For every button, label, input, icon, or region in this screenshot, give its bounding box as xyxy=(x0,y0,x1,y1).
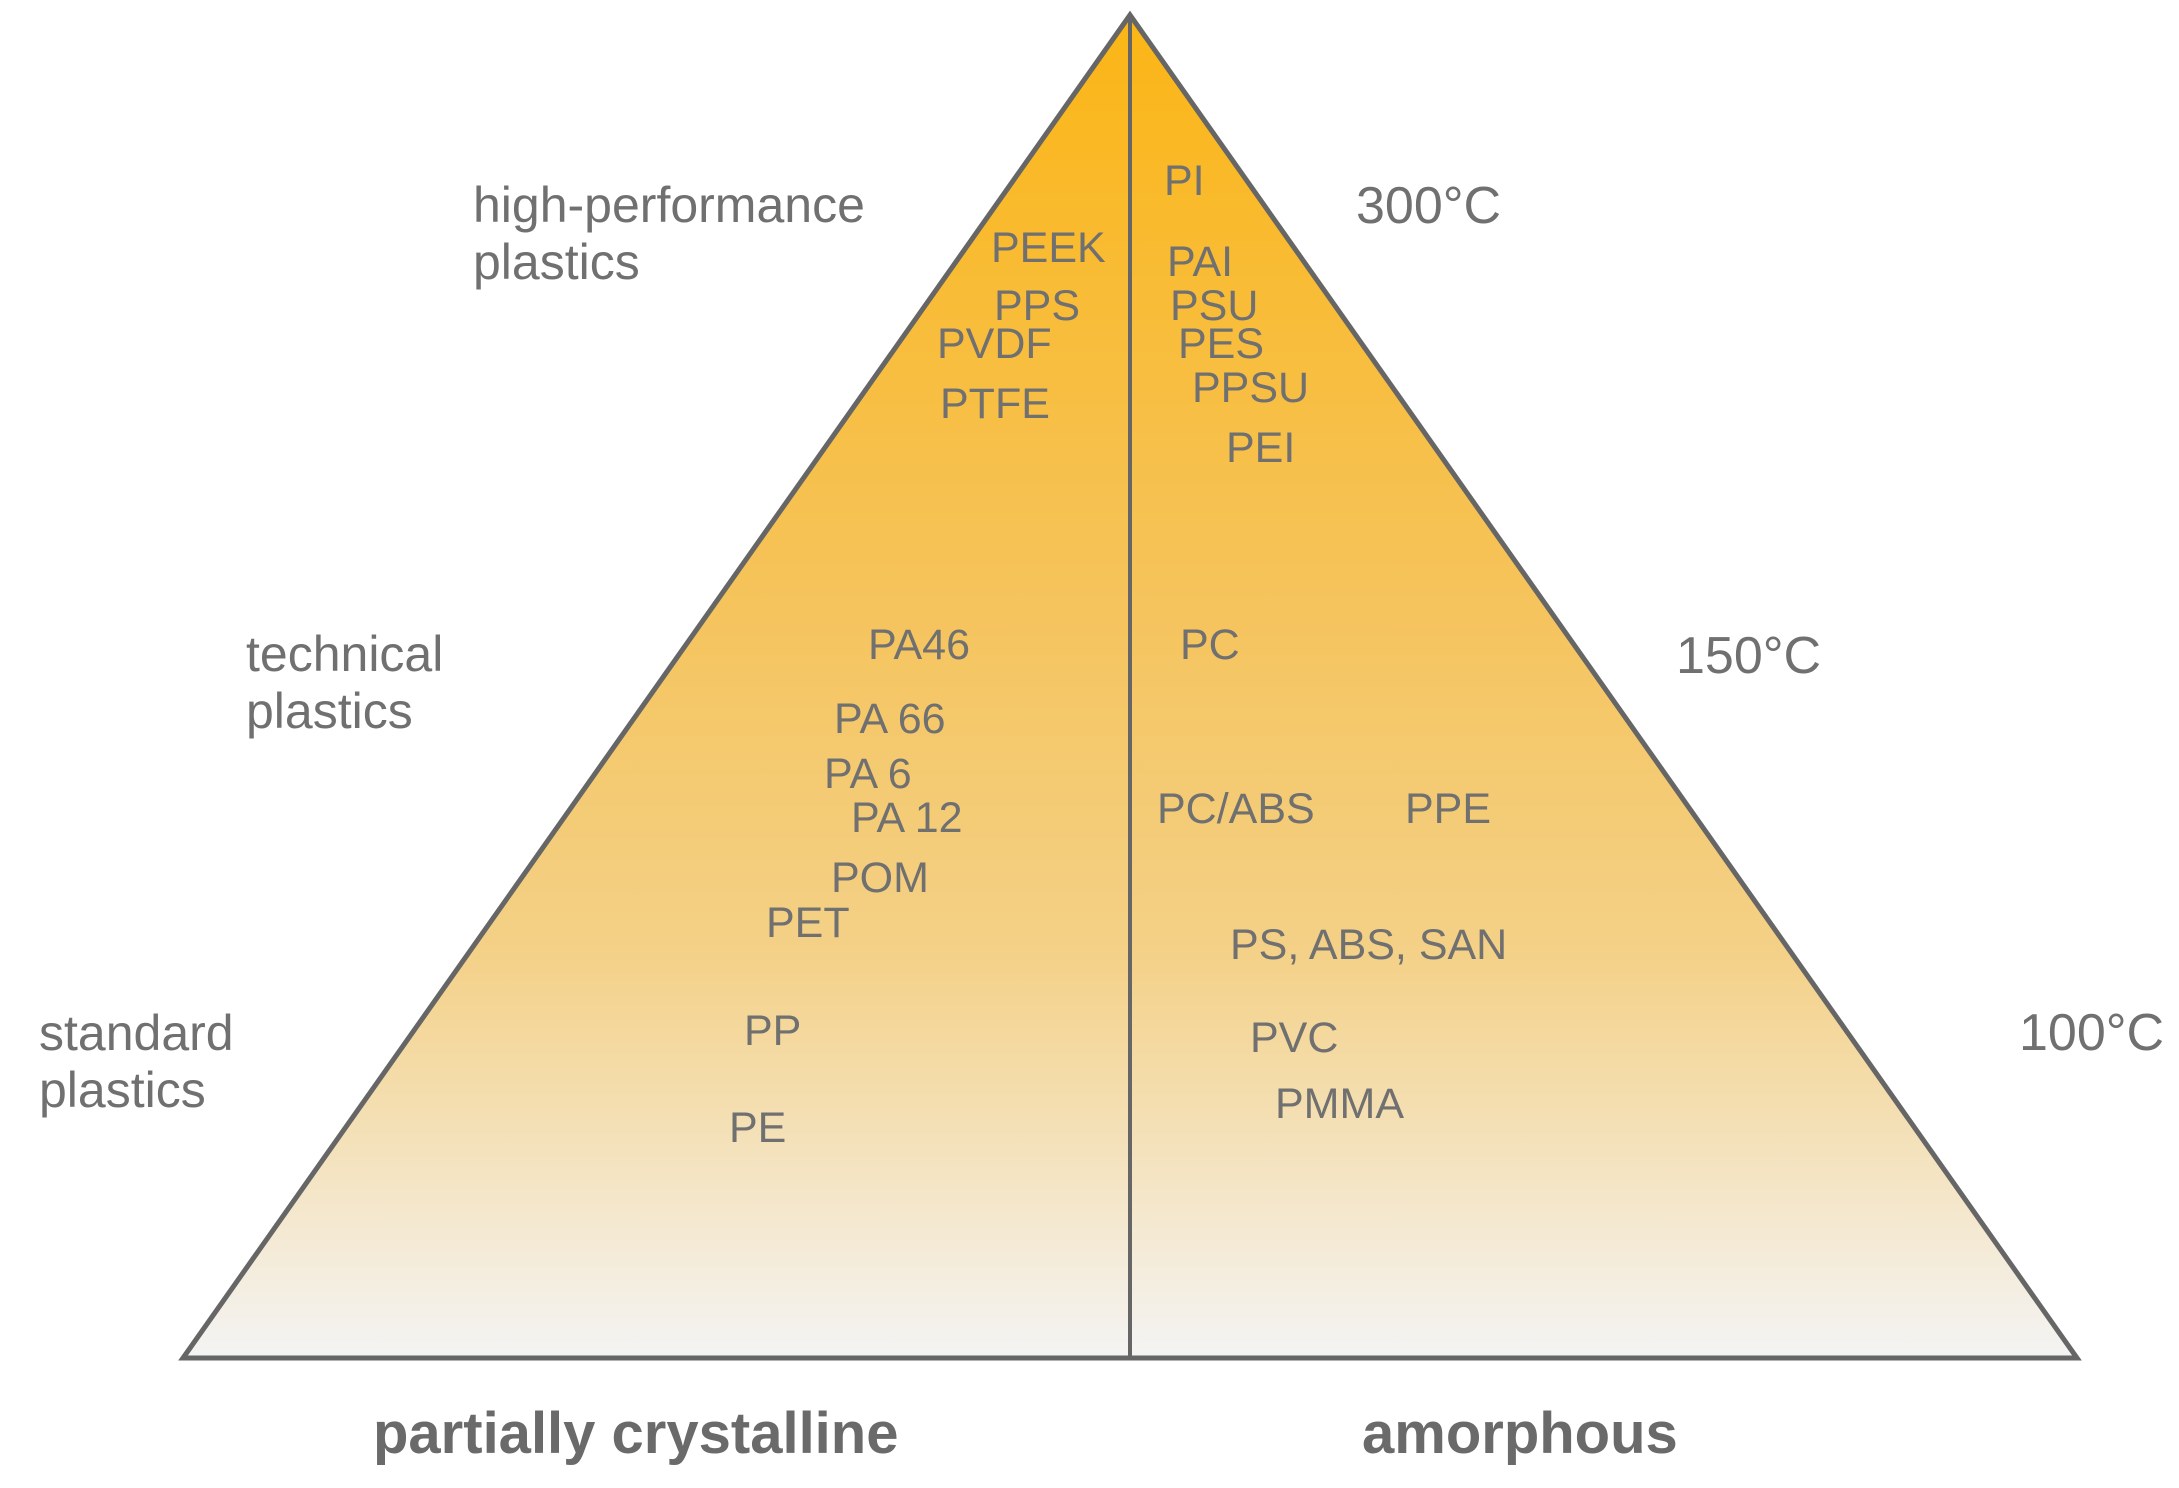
polymer-pvdf: PVDF xyxy=(937,320,1052,368)
section-label-amorphous: amorphous xyxy=(1362,1401,1678,1466)
polymer-pet: PET xyxy=(766,899,850,947)
polymer-psu: PSU xyxy=(1170,282,1259,330)
polymer-ptfe: PTFE xyxy=(940,380,1050,428)
polymer-pi: PI xyxy=(1164,157,1205,205)
polymer-ppe: PPE xyxy=(1405,785,1492,833)
category-technical-line1: technical xyxy=(246,626,444,682)
temperature-300: 300°C xyxy=(1356,177,1502,235)
polymer-pa66: PA 66 xyxy=(834,695,946,743)
polymer-ps-abs-san: PS, ABS, SAN xyxy=(1230,921,1508,969)
polymer-pc-abs: PC/ABS xyxy=(1157,785,1315,833)
polymer-pa6: PA 6 xyxy=(824,750,912,798)
temperature-150: 150°C xyxy=(1676,627,1822,685)
polymer-pes: PES xyxy=(1178,320,1265,368)
polymer-pp: PP xyxy=(744,1007,802,1055)
polymer-pe: PE xyxy=(729,1104,787,1152)
category-technical-line2: plastics xyxy=(246,682,413,739)
category-high-performance-line1: high-performance xyxy=(473,177,865,233)
polymer-pei: PEI xyxy=(1226,424,1296,472)
polymer-pvc: PVC xyxy=(1250,1014,1339,1062)
temperature-100: 100°C xyxy=(2019,1004,2165,1062)
category-technical: technical plastics xyxy=(246,626,443,739)
polymer-pmma: PMMA xyxy=(1275,1080,1404,1128)
polymer-peek: PEEK xyxy=(991,224,1106,272)
section-label-partially-crystalline: partially crystalline xyxy=(373,1401,899,1466)
category-high-performance-line2: plastics xyxy=(473,233,640,290)
category-standard: standard plastics xyxy=(39,1005,234,1118)
category-standard-line2: plastics xyxy=(39,1061,206,1118)
category-standard-line1: standard xyxy=(39,1005,234,1061)
polymer-pa12: PA 12 xyxy=(851,794,963,842)
polymer-pai: PAI xyxy=(1167,238,1234,286)
polymer-pps: PPS xyxy=(994,282,1081,330)
polymer-pc: PC xyxy=(1180,621,1240,669)
polymer-ppsu: PPSU xyxy=(1192,364,1310,412)
polymer-pa46: PA46 xyxy=(868,621,970,669)
polymer-pom: POM xyxy=(831,854,929,902)
category-high-performance: high-performance plastics xyxy=(473,177,865,290)
